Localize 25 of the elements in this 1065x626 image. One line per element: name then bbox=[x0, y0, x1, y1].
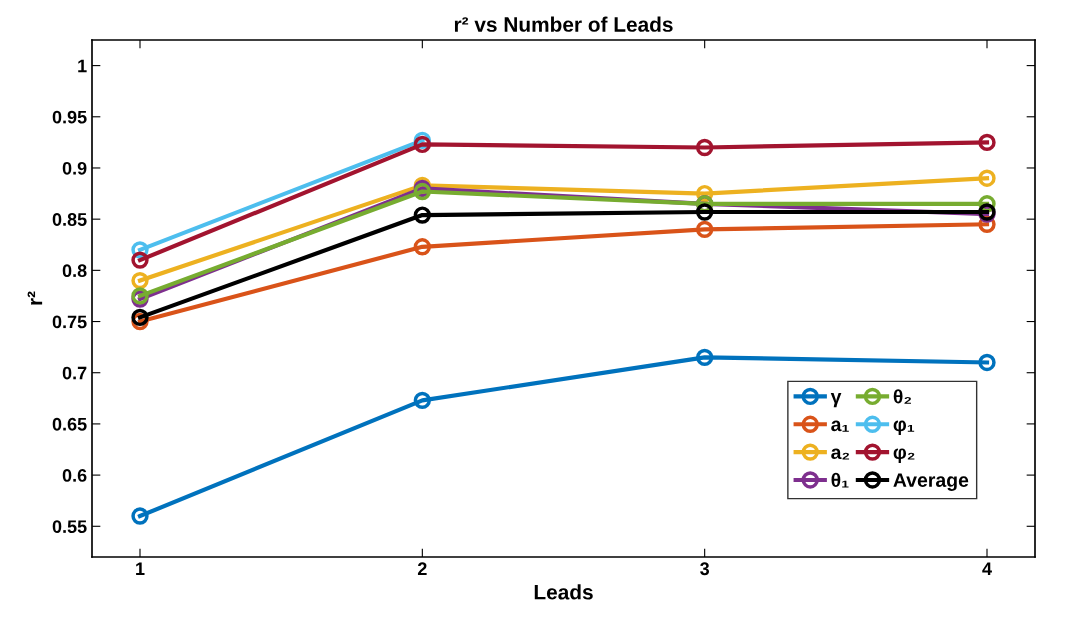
y-axis-title: r² bbox=[27, 291, 43, 305]
legend-label: φ₂ bbox=[893, 448, 915, 463]
y-tick-label: 0.6 bbox=[62, 469, 87, 482]
x-tick-label: 1 bbox=[136, 562, 145, 575]
legend-label: θ₂ bbox=[893, 389, 912, 404]
y-tick-label: 0.65 bbox=[52, 417, 87, 431]
legend-label: γ bbox=[830, 392, 842, 408]
x-axis-title: Leads bbox=[534, 584, 593, 600]
legend-label: θ₁ bbox=[831, 472, 849, 488]
y-tick-label: 0.55 bbox=[52, 520, 87, 534]
y-tick-label: 1 bbox=[78, 59, 87, 73]
y-tick-label: 0.75 bbox=[52, 315, 87, 329]
chart-title: r² vs Number of Leads bbox=[454, 16, 673, 32]
y-tick-label: 0.95 bbox=[52, 110, 87, 124]
y-tick-label: 0.7 bbox=[62, 366, 87, 380]
legend-label: a₂ bbox=[831, 448, 850, 460]
y-tick-label: 0.9 bbox=[62, 161, 87, 175]
x-tick-label: 2 bbox=[417, 562, 427, 575]
x-tick-label: 4 bbox=[982, 562, 992, 575]
y-tick-label: 0.8 bbox=[62, 264, 87, 278]
legend-label: φ₁ bbox=[893, 420, 915, 436]
x-tick-label: 3 bbox=[700, 562, 710, 576]
legend-label: Average bbox=[893, 473, 969, 491]
y-tick-label: 0.85 bbox=[52, 213, 87, 226]
legend-label: a₁ bbox=[831, 420, 849, 432]
